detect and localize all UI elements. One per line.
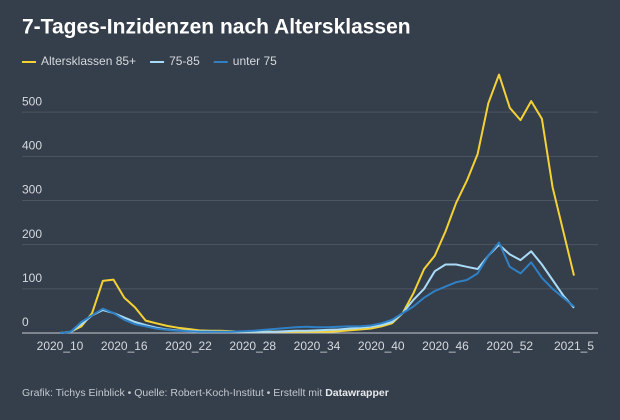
x-tick-label: 2020_34 (294, 339, 341, 353)
x-tick-label: 2020_46 (422, 339, 469, 353)
x-tick-label: 2020_16 (101, 339, 148, 353)
x-tick-label: 2020_28 (229, 339, 276, 353)
y-tick-label: 0 (22, 315, 29, 329)
legend-label: Altersklassen 85+ (41, 54, 136, 68)
y-tick-label: 100 (22, 271, 42, 285)
y-tick-label: 400 (22, 139, 42, 153)
legend-label: 75-85 (169, 54, 200, 68)
y-tick-label: 200 (22, 227, 42, 241)
legend-label: unter 75 (233, 54, 277, 68)
x-tick-label: 2020_22 (165, 339, 212, 353)
source: Grafik: Tichys Einblick • Quelle: Robert… (22, 387, 389, 399)
series-line (59, 241, 575, 334)
x-tick-label: 2020_52 (486, 339, 533, 353)
y-tick-label: 300 (22, 183, 42, 197)
x-tick-label: 2020_10 (37, 339, 84, 353)
x-tick-label: 2020_40 (358, 339, 405, 353)
y-tick-label: 500 (22, 94, 42, 108)
source-text: Grafik: Tichys Einblick • Quelle: Robert… (22, 387, 322, 399)
source-tool: Datawrapper (325, 387, 389, 399)
chart-title: 7-Tages-Inzidenzen nach Altersklassen (22, 16, 411, 39)
series-line (59, 73, 575, 334)
x-tick-label: 2021_5 (554, 339, 594, 353)
